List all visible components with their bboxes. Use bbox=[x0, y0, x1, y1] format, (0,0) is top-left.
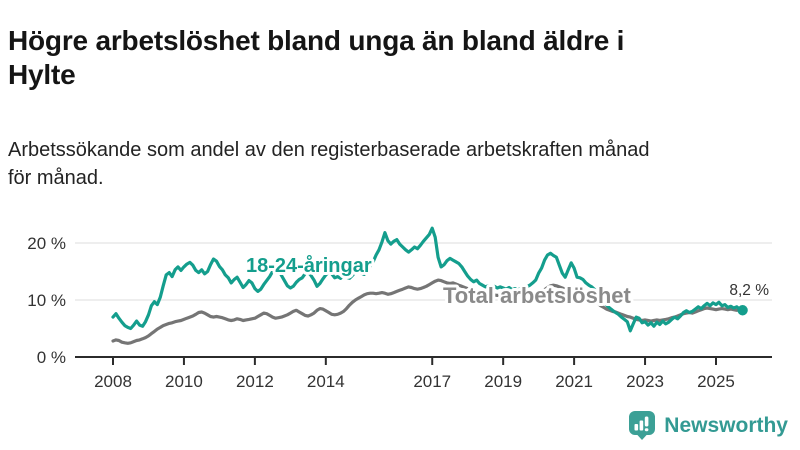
x-tick-label-2012: 2012 bbox=[236, 372, 274, 391]
x-tick-label-2025: 2025 bbox=[697, 372, 735, 391]
y-tick-label-0: 0 % bbox=[37, 348, 66, 367]
y-tick-label-10: 10 % bbox=[27, 291, 66, 310]
logo-bar-tall bbox=[639, 420, 644, 431]
x-tick-label-2023: 2023 bbox=[626, 372, 664, 391]
x-tick-label-2014: 2014 bbox=[307, 372, 345, 391]
series-label-total: Total arbetslöshet bbox=[443, 283, 632, 308]
x-tick-label-2021: 2021 bbox=[555, 372, 593, 391]
end-point-dot bbox=[737, 305, 748, 316]
chart-line-total bbox=[111, 278, 745, 345]
chart-subtitle: Arbetssökande som andel av den registerb… bbox=[8, 139, 650, 189]
page-title: Högre arbetslöshet bland unga än bland ä… bbox=[8, 24, 625, 90]
series-label-youth: 18-24-åringar bbox=[246, 254, 372, 277]
chart-line-youth bbox=[111, 226, 745, 333]
logo-bar-short bbox=[634, 424, 639, 431]
logo-exclamation-dot bbox=[645, 428, 649, 432]
x-tick-label-2010: 2010 bbox=[165, 372, 203, 391]
end-value-annotation: 8,2 % bbox=[729, 282, 769, 299]
x-tick-label-2017: 2017 bbox=[413, 372, 451, 391]
y-tick-label-20: 20 % bbox=[27, 234, 66, 253]
newsworthy-logo-icon bbox=[629, 411, 656, 440]
x-tick-label-2008: 2008 bbox=[94, 372, 132, 391]
newsworthy-logo: Newsworthy bbox=[628, 410, 788, 441]
brand-name: Newsworthy bbox=[664, 413, 788, 437]
x-tick-label-2019: 2019 bbox=[484, 372, 522, 391]
logo-exclamation-bar bbox=[645, 416, 649, 427]
